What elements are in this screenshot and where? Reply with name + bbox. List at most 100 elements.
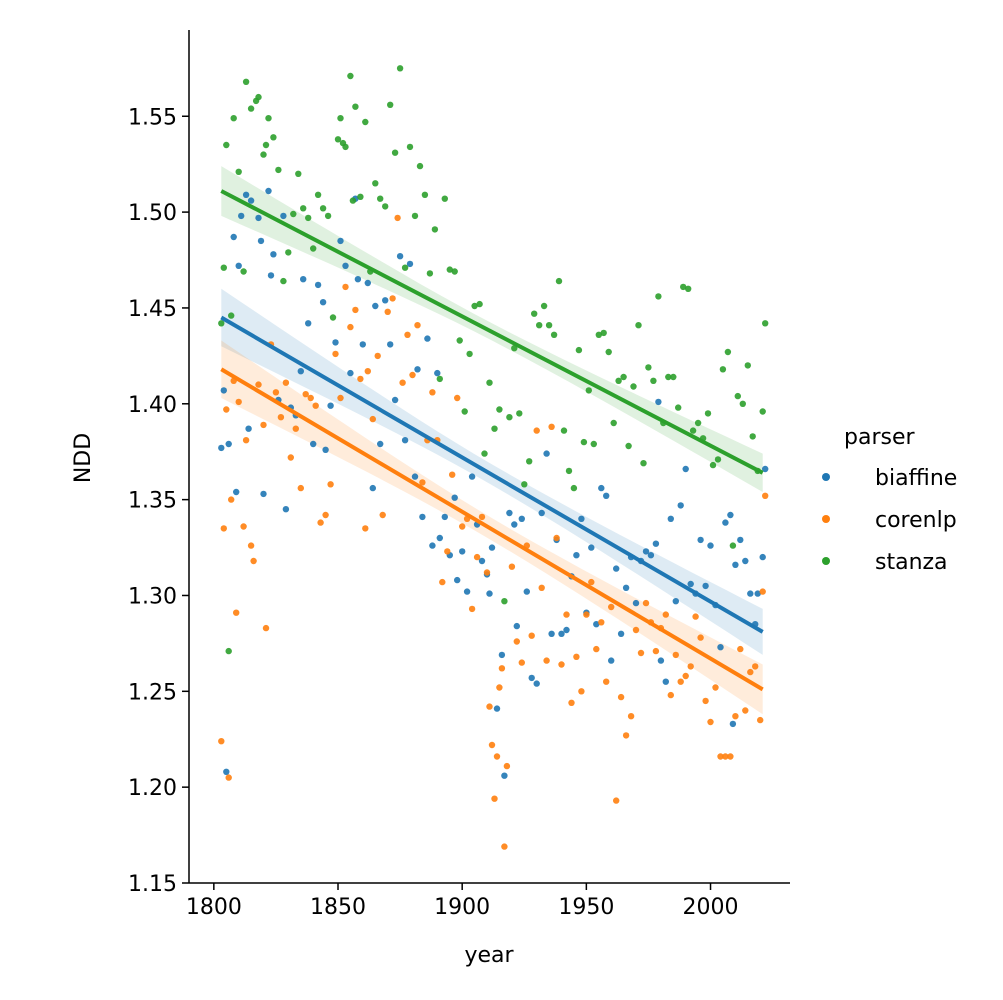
point-corenlp [637,649,645,657]
point-stanza [451,268,458,275]
point-corenlp [414,322,421,329]
point-corenlp [429,389,436,396]
point-corenlp [282,379,290,386]
point-stanza [334,136,342,143]
point-biaffine [434,369,441,377]
legend-label-corenlp: corenlp [875,508,957,533]
point-biaffine [364,279,371,287]
point-stanza [240,268,247,275]
point-corenlp [454,394,461,402]
point-stanza [471,302,478,310]
point-corenlp [508,563,516,570]
y-tick-label: 1.15 [128,872,177,897]
y-tick-label: 1.40 [128,393,177,418]
point-stanza [357,193,364,200]
point-corenlp [742,707,749,714]
point-corenlp [322,511,329,519]
point-corenlp [352,306,359,314]
point-stanza [630,383,637,390]
point-stanza [595,331,602,338]
point-biaffine [319,299,327,306]
point-corenlp [496,684,503,691]
point-stanza [260,151,267,158]
x-tick-label: 1900 [434,895,490,920]
point-biaffine [260,490,267,498]
legend-marker-stanza [822,557,830,565]
legend-title: parser [844,425,915,450]
point-corenlp [652,647,660,655]
point-corenlp [312,402,319,409]
point-corenlp [672,651,679,659]
point-stanza [223,141,230,149]
point-biaffine [242,191,250,198]
legend-label-biaffine: biaffine [875,466,957,491]
point-stanza [352,103,359,110]
point-corenlp [503,762,511,770]
point-biaffine [737,536,744,544]
point-biaffine [513,622,520,630]
point-stanza [719,366,727,373]
point-biaffine [486,590,493,597]
point-biaffine [558,630,565,637]
point-stanza [655,293,662,300]
point-stanza [406,143,414,151]
point-biaffine [717,644,724,651]
point-biaffine [297,368,304,375]
point-stanza [675,404,682,411]
point-stanza [262,141,270,149]
point-corenlp [240,523,247,530]
point-biaffine [722,519,729,526]
point-corenlp [292,425,299,432]
point-corenlp [473,553,481,561]
point-stanza [640,460,647,467]
point-corenlp [712,684,719,691]
point-stanza [491,425,498,432]
point-biaffine [300,276,307,283]
point-corenlp [558,661,565,668]
point-stanza [762,320,769,327]
point-corenlp [573,653,580,660]
point-corenlp [327,481,334,488]
point-corenlp [307,394,314,402]
point-biaffine [387,341,394,348]
y-tick-label: 1.45 [128,297,177,322]
point-biaffine [342,262,349,269]
point-stanza [280,277,287,285]
point-biaffine [667,515,674,522]
point-stanza [575,346,583,354]
point-stanza [516,410,523,417]
point-stanza [526,458,533,465]
point-biaffine [419,513,426,521]
point-biaffine [468,473,476,480]
point-biaffine [702,582,709,590]
point-corenlp [302,391,309,398]
point-corenlp [598,619,605,626]
point-corenlp [513,638,520,645]
point-corenlp [727,753,734,760]
point-biaffine [742,557,749,565]
point-stanza [685,285,692,292]
point-biaffine [657,657,665,664]
point-corenlp [262,624,270,632]
point-biaffine [369,484,376,492]
point-corenlp [332,350,339,358]
point-corenlp [568,699,575,706]
point-biaffine [729,720,737,728]
point-corenlp [553,534,560,542]
point-corenlp [697,634,704,641]
point-biaffine [220,387,227,394]
point-stanza [431,226,439,233]
point-corenlp [439,578,446,586]
point-stanza [605,348,612,356]
point-stanza [285,249,292,256]
point-stanza [680,283,687,291]
regression-line-corenlp [220,367,764,692]
point-stanza [436,375,443,383]
point-biaffine [533,680,540,687]
point-biaffine [411,473,419,480]
point-stanza [665,373,672,381]
point-biaffine [563,626,570,634]
point-stanza [228,312,235,319]
plot-area [218,65,769,850]
regression-lines [220,189,764,692]
